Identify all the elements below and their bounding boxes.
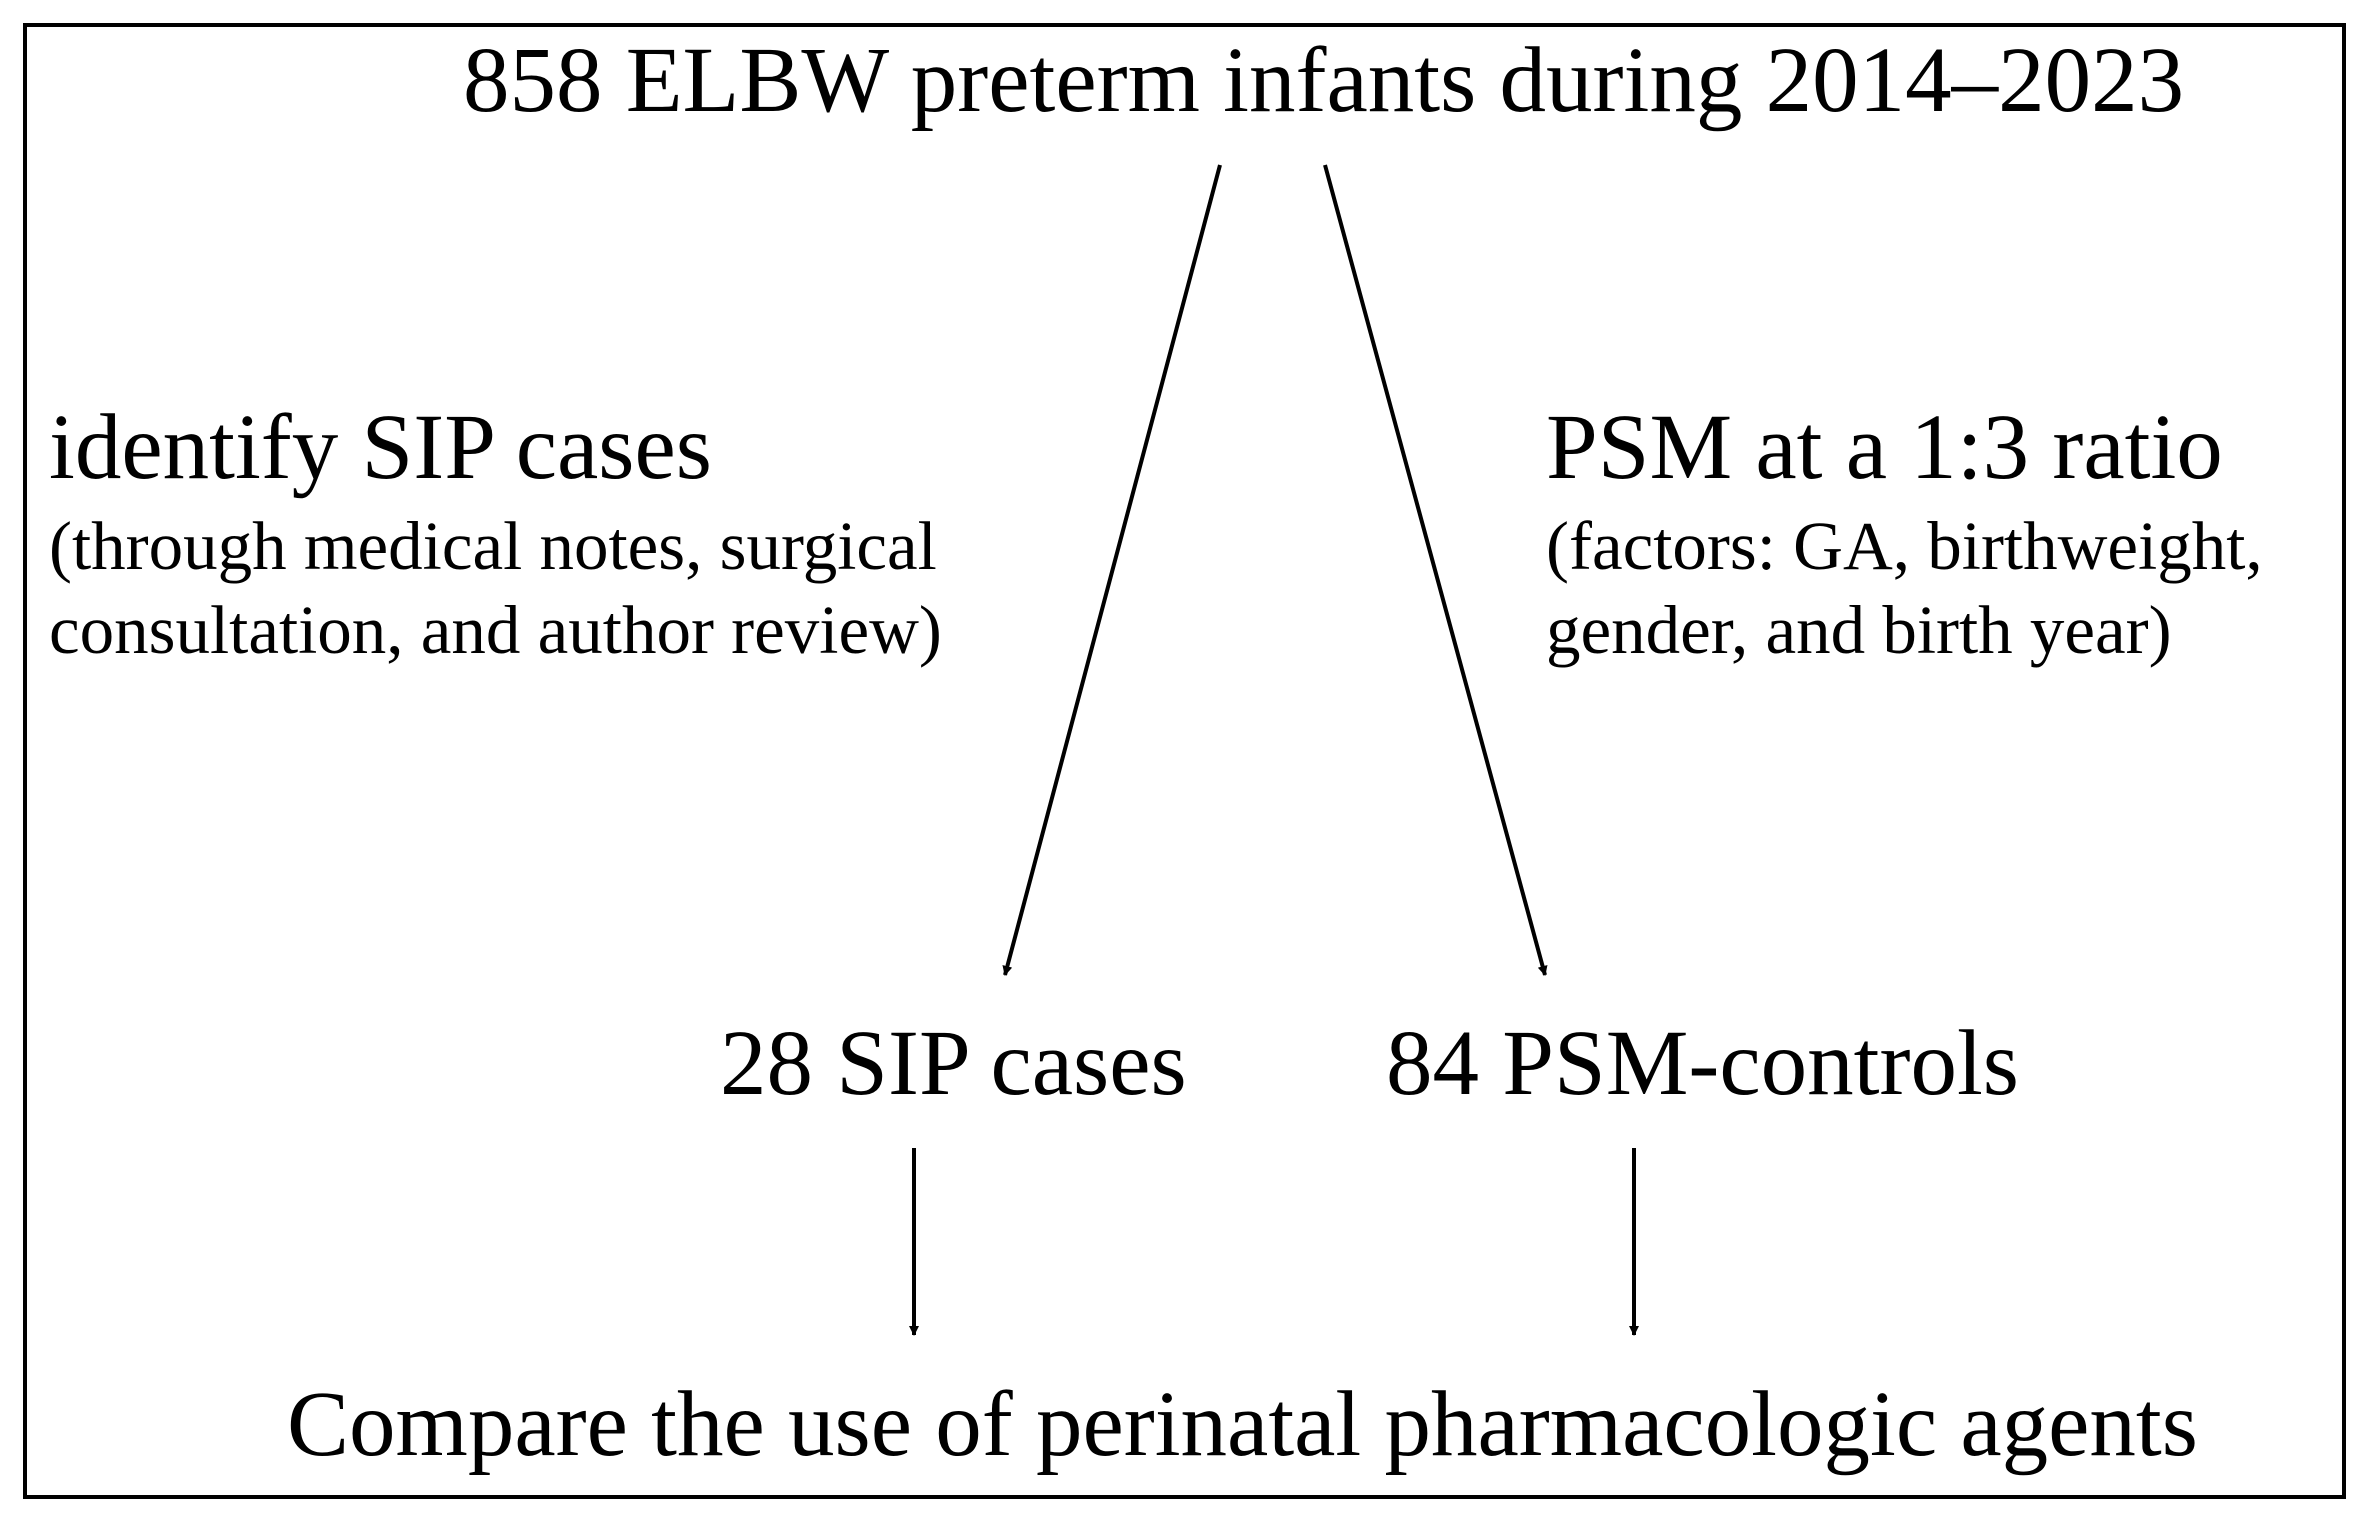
arrow-to-sip-cases xyxy=(1002,164,1222,976)
sip-cases-node: 28 SIP cases xyxy=(720,1012,1187,1115)
left-branch-detail: (through medical notes, surgical consult… xyxy=(49,504,942,672)
right-branch-detail-line-1: (factors: GA, birthweight, xyxy=(1546,508,2263,584)
left-branch-detail-line-2: consultation, and author review) xyxy=(49,592,942,668)
psm-controls-node: 84 PSM-controls xyxy=(1386,1012,2019,1115)
right-branch-detail: (factors: GA, birthweight, gender, and b… xyxy=(1546,504,2263,672)
comparison-node: Compare the use of perinatal pharmacolog… xyxy=(287,1373,2198,1476)
cohort-title: 858 ELBW preterm infants during 2014–202… xyxy=(463,29,2185,132)
right-branch-heading: PSM at a 1:3 ratio xyxy=(1546,396,2223,499)
left-branch-detail-line-1: (through medical notes, surgical xyxy=(49,508,937,584)
right-branch-detail-line-2: gender, and birth year) xyxy=(1546,592,2172,668)
arrow-to-psm-controls xyxy=(1323,164,1548,976)
diagram-frame xyxy=(23,23,2346,1499)
left-branch-heading: identify SIP cases xyxy=(49,396,712,499)
